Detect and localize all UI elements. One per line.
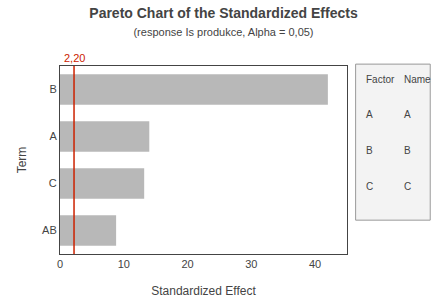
svg-text:C: C xyxy=(49,177,57,189)
svg-text:40: 40 xyxy=(309,258,321,270)
svg-text:C: C xyxy=(404,181,411,192)
svg-text:30: 30 xyxy=(245,258,257,270)
svg-text:B: B xyxy=(49,83,56,95)
svg-text:2,20: 2,20 xyxy=(64,52,85,64)
svg-text:Pareto Chart of the Standardiz: Pareto Chart of the Standardized Effects… xyxy=(89,5,358,38)
svg-text:A: A xyxy=(366,109,373,120)
svg-text:A: A xyxy=(49,130,57,142)
svg-text:10: 10 xyxy=(118,258,130,270)
svg-text:Name: Name xyxy=(404,74,431,85)
svg-text:A: A xyxy=(404,109,411,120)
svg-text:AB: AB xyxy=(42,224,57,236)
svg-text:Term: Term xyxy=(15,147,29,174)
svg-text:20: 20 xyxy=(181,258,193,270)
svg-text:Factor: Factor xyxy=(366,74,395,85)
svg-text:B: B xyxy=(404,145,411,156)
svg-text:C: C xyxy=(366,181,373,192)
svg-text:0: 0 xyxy=(57,258,63,270)
svg-text:B: B xyxy=(366,145,373,156)
svg-text:Standardized Effect: Standardized Effect xyxy=(151,284,256,298)
